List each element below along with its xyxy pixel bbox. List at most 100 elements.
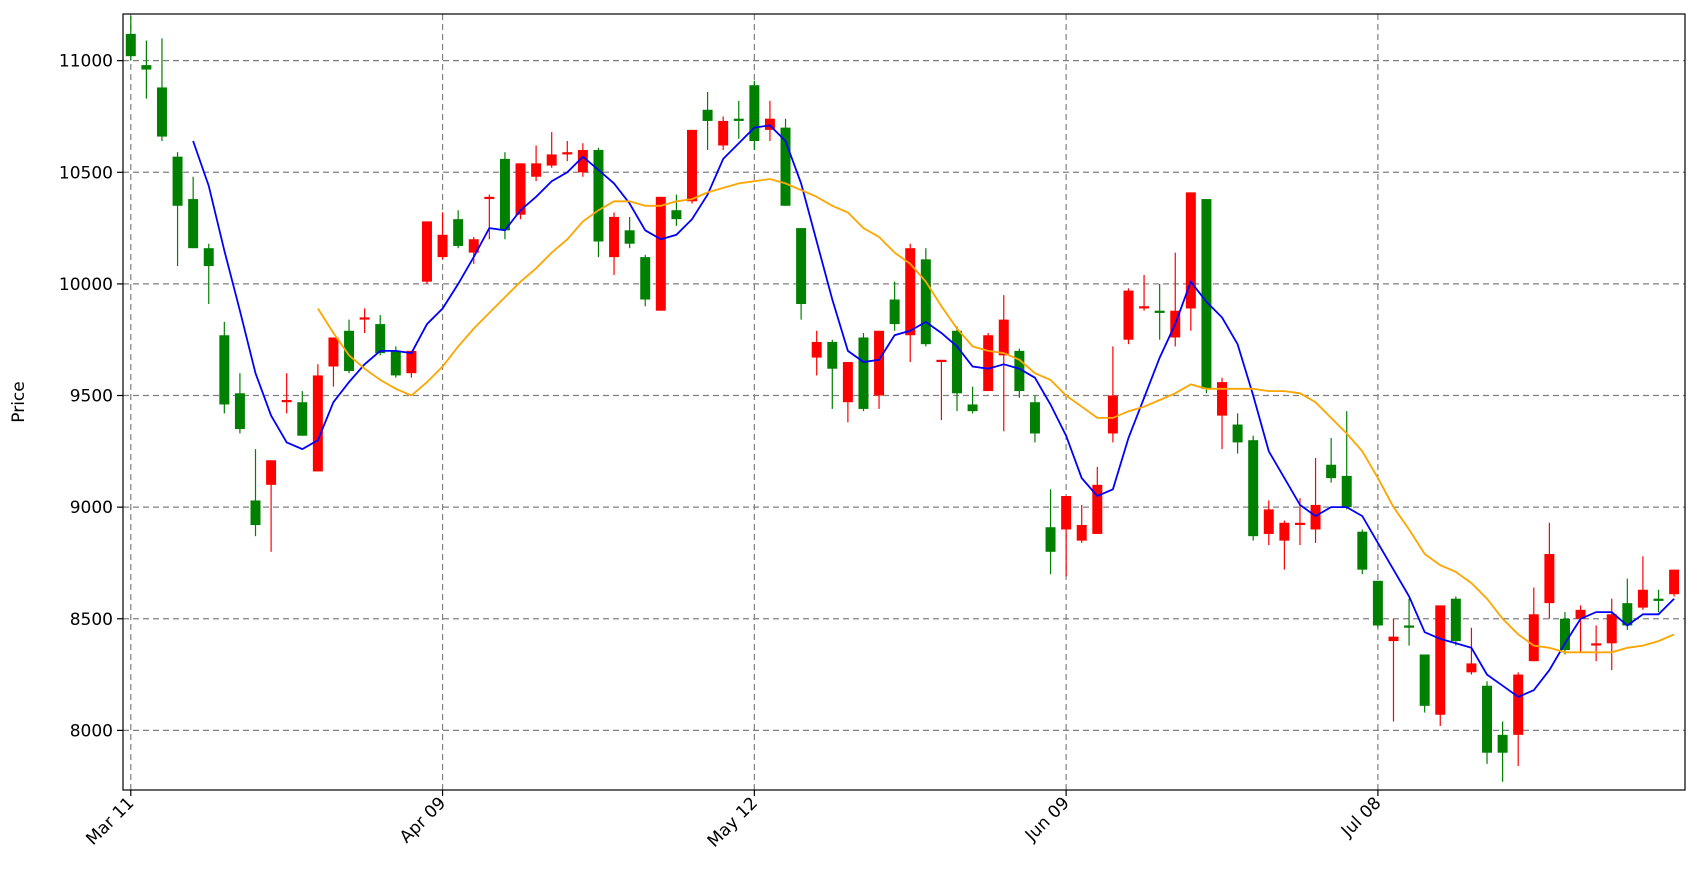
candle-body [1310, 504, 1321, 530]
candle-body [1372, 580, 1383, 626]
candle-body [1076, 525, 1087, 541]
candle-body [593, 149, 604, 242]
candle-body [1622, 603, 1633, 626]
candle-body [858, 337, 869, 409]
candle-body [671, 210, 682, 220]
candle-body [577, 149, 588, 173]
plot-frame [122, 13, 1686, 791]
candle-body [811, 341, 822, 358]
candle-body [219, 335, 230, 405]
candle-body [920, 259, 931, 345]
candle-body [266, 460, 277, 485]
candle-body [827, 341, 838, 369]
candle-body [998, 319, 1009, 356]
candle-body [515, 163, 526, 215]
candle-body [234, 393, 245, 430]
candle-body [390, 350, 401, 376]
candle-body [936, 359, 947, 363]
candle-body [905, 248, 916, 336]
candle-body [733, 118, 744, 121]
candle-body [780, 127, 791, 206]
candle-body [1326, 464, 1337, 479]
candle-body [1279, 522, 1290, 541]
candle-body [640, 257, 651, 300]
x-tick-label: Jun 09 [1021, 793, 1074, 846]
y-tick-label: 8000 [70, 721, 113, 741]
candle-body [655, 196, 666, 311]
candle-body [983, 335, 994, 392]
candle-body [406, 350, 417, 374]
candle-body [1637, 589, 1648, 608]
candle-body [1559, 618, 1570, 651]
candle-body [188, 199, 199, 249]
candle-body [1357, 531, 1368, 570]
candle-body [499, 158, 510, 231]
candle-body [531, 163, 542, 177]
candle-body [889, 299, 900, 325]
candle-body [702, 109, 713, 121]
candle-body [1450, 598, 1461, 642]
candle-body [1263, 509, 1274, 534]
candle-body [1591, 643, 1602, 646]
candle-body [281, 399, 292, 403]
candle-body [1061, 495, 1072, 530]
candle-body [125, 33, 136, 57]
candle-body [1154, 310, 1165, 313]
moving-average-line [317, 178, 1675, 654]
candle-body [624, 230, 635, 244]
candle-body [484, 196, 495, 200]
x-tick-label: Mar 11 [82, 793, 138, 849]
candle-body [375, 324, 386, 354]
candle-body [796, 228, 807, 304]
y-axis-label: Price [9, 381, 29, 422]
y-tick-label: 9000 [70, 498, 113, 518]
moving-average-line [192, 124, 1675, 698]
candle-body [1232, 424, 1243, 443]
candle-body [1217, 382, 1228, 416]
candle-body [421, 221, 432, 282]
candle-body [842, 362, 853, 403]
candle-body [1248, 440, 1259, 537]
candle-body [687, 129, 697, 202]
candle-body [1404, 625, 1415, 628]
candle-body [562, 152, 573, 155]
candle-body [1575, 609, 1586, 619]
candle-body [1185, 192, 1196, 309]
candle-body [967, 404, 978, 412]
candle-body [718, 120, 729, 146]
candle-body [1669, 569, 1680, 595]
candle-body [359, 317, 370, 320]
candle-body [1014, 350, 1025, 392]
y-tick-label: 9500 [70, 387, 113, 407]
candle-body [1045, 527, 1056, 552]
candle-body [453, 219, 464, 246]
candle-body [1107, 395, 1118, 434]
candle-body [344, 330, 355, 371]
candle-body [1139, 306, 1150, 309]
y-tick-label: 8500 [70, 610, 113, 630]
candle-body [1388, 636, 1399, 642]
candle-body [1435, 605, 1446, 715]
candle-body [1544, 554, 1555, 604]
candle-body [1606, 614, 1617, 644]
candle-body [1419, 654, 1430, 706]
candle-body [1482, 685, 1493, 753]
y-tick-label: 11000 [59, 52, 113, 72]
candle-body [546, 154, 557, 166]
candle-body [437, 234, 448, 258]
candle-body [1653, 598, 1664, 601]
candle-body [297, 402, 308, 436]
candle-body [1497, 734, 1508, 753]
candle-body [609, 216, 620, 258]
candle-body [156, 87, 167, 137]
candle-body [312, 375, 323, 472]
candle-body [1201, 199, 1212, 389]
candle-body [1123, 290, 1134, 340]
candle-body [1341, 475, 1352, 508]
candle-body [328, 337, 339, 367]
x-tick-label: Apr 09 [396, 793, 450, 847]
candle-body [1092, 484, 1103, 534]
candle-body [749, 85, 760, 142]
candle-body [203, 248, 214, 267]
